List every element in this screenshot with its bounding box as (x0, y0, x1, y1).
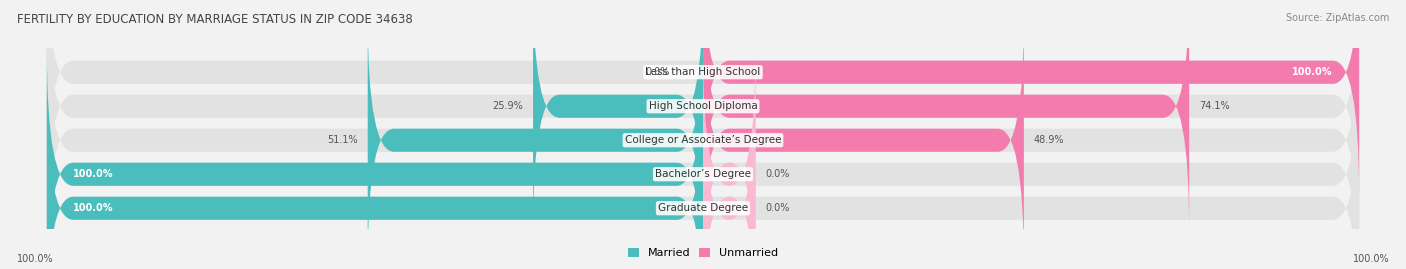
FancyBboxPatch shape (703, 50, 755, 269)
FancyBboxPatch shape (46, 50, 1360, 269)
Text: 100.0%: 100.0% (1353, 254, 1389, 264)
Text: Less than High School: Less than High School (645, 67, 761, 77)
Text: 51.1%: 51.1% (328, 135, 359, 145)
FancyBboxPatch shape (368, 16, 703, 265)
Legend: Married, Unmarried: Married, Unmarried (623, 244, 783, 263)
FancyBboxPatch shape (703, 0, 1189, 231)
Text: College or Associate’s Degree: College or Associate’s Degree (624, 135, 782, 145)
Text: FERTILITY BY EDUCATION BY MARRIAGE STATUS IN ZIP CODE 34638: FERTILITY BY EDUCATION BY MARRIAGE STATU… (17, 13, 412, 26)
FancyBboxPatch shape (703, 0, 1360, 197)
Text: Source: ZipAtlas.com: Source: ZipAtlas.com (1285, 13, 1389, 23)
Text: 0.0%: 0.0% (765, 203, 790, 213)
FancyBboxPatch shape (46, 84, 703, 269)
Text: 0.0%: 0.0% (765, 169, 790, 179)
FancyBboxPatch shape (46, 16, 1360, 265)
Text: 100.0%: 100.0% (73, 203, 114, 213)
Text: 100.0%: 100.0% (1292, 67, 1333, 77)
Text: 0.0%: 0.0% (645, 67, 671, 77)
Text: 100.0%: 100.0% (73, 169, 114, 179)
Text: Bachelor’s Degree: Bachelor’s Degree (655, 169, 751, 179)
Text: 74.1%: 74.1% (1199, 101, 1230, 111)
FancyBboxPatch shape (46, 0, 1360, 231)
FancyBboxPatch shape (46, 50, 703, 269)
Text: 48.9%: 48.9% (1033, 135, 1064, 145)
FancyBboxPatch shape (703, 84, 755, 269)
FancyBboxPatch shape (46, 0, 1360, 197)
Text: 100.0%: 100.0% (17, 254, 53, 264)
Text: Graduate Degree: Graduate Degree (658, 203, 748, 213)
FancyBboxPatch shape (703, 16, 1024, 265)
Text: High School Diploma: High School Diploma (648, 101, 758, 111)
Text: 25.9%: 25.9% (492, 101, 523, 111)
FancyBboxPatch shape (46, 84, 1360, 269)
FancyBboxPatch shape (533, 0, 703, 231)
